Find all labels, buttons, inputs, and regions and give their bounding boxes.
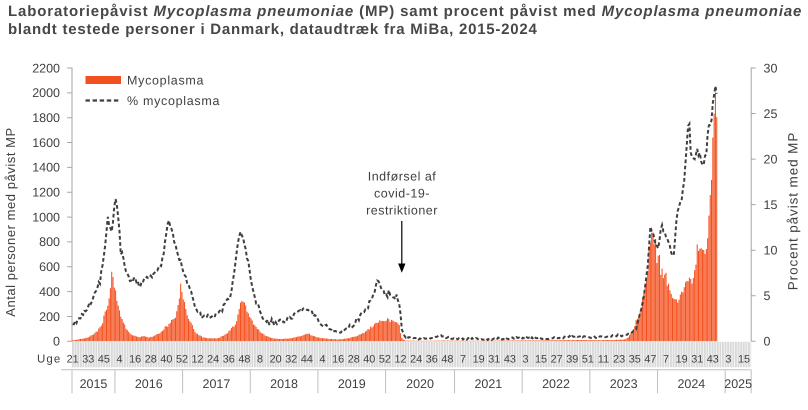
svg-text:16: 16 <box>129 354 141 366</box>
svg-text:800: 800 <box>39 235 60 249</box>
svg-text:2200: 2200 <box>32 61 60 75</box>
svg-text:Laboratoriepåvist Mycoplasma p: Laboratoriepåvist Mycoplasma pneumoniae … <box>8 3 802 20</box>
svg-text:2016: 2016 <box>135 377 163 391</box>
svg-text:8: 8 <box>257 354 263 366</box>
svg-text:24: 24 <box>410 354 422 366</box>
svg-text:7: 7 <box>663 354 669 366</box>
svg-text:2021: 2021 <box>474 377 502 391</box>
svg-text:35: 35 <box>629 354 641 366</box>
svg-text:2020: 2020 <box>406 377 434 391</box>
svg-text:2024: 2024 <box>677 377 705 391</box>
svg-text:31: 31 <box>691 354 703 366</box>
svg-text:Indførsel af: Indførsel af <box>368 170 437 184</box>
svg-text:12: 12 <box>395 354 407 366</box>
svg-text:2023: 2023 <box>610 377 638 391</box>
svg-text:36: 36 <box>223 354 235 366</box>
svg-text:44: 44 <box>301 354 313 366</box>
svg-text:23: 23 <box>613 354 625 366</box>
svg-text:Mycoplasma: Mycoplasma <box>127 74 204 88</box>
svg-text:48: 48 <box>441 354 453 366</box>
svg-text:2015: 2015 <box>80 377 108 391</box>
svg-text:25: 25 <box>764 107 778 121</box>
svg-text:restriktioner: restriktioner <box>366 204 438 218</box>
svg-text:24: 24 <box>207 354 219 366</box>
svg-text:32: 32 <box>285 354 297 366</box>
svg-text:20: 20 <box>270 354 282 366</box>
svg-text:36: 36 <box>426 354 438 366</box>
svg-text:200: 200 <box>39 310 60 324</box>
svg-text:33: 33 <box>82 354 94 366</box>
svg-text:1800: 1800 <box>32 111 60 125</box>
svg-text:30: 30 <box>764 61 778 75</box>
svg-text:52: 52 <box>379 354 391 366</box>
svg-text:1200: 1200 <box>32 186 60 200</box>
svg-text:Uge: Uge <box>37 354 61 366</box>
svg-text:39: 39 <box>566 354 578 366</box>
svg-text:600: 600 <box>39 260 60 274</box>
svg-text:7: 7 <box>460 354 466 366</box>
svg-text:15: 15 <box>738 354 750 366</box>
svg-text:3: 3 <box>725 354 731 366</box>
svg-text:1600: 1600 <box>32 136 60 150</box>
svg-text:2022: 2022 <box>542 377 570 391</box>
svg-text:19: 19 <box>676 354 688 366</box>
svg-text:43: 43 <box>504 354 516 366</box>
svg-text:0: 0 <box>764 335 771 349</box>
svg-text:5: 5 <box>764 289 771 303</box>
svg-text:11: 11 <box>598 354 609 366</box>
svg-text:0: 0 <box>53 335 60 349</box>
svg-text:1000: 1000 <box>32 210 60 224</box>
svg-text:2018: 2018 <box>270 377 298 391</box>
svg-text:48: 48 <box>238 354 250 366</box>
svg-text:400: 400 <box>39 285 60 299</box>
svg-text:40: 40 <box>363 354 375 366</box>
svg-text:21: 21 <box>67 354 79 366</box>
svg-text:covid-19-: covid-19- <box>374 186 430 200</box>
svg-text:4: 4 <box>319 354 325 366</box>
svg-text:15: 15 <box>535 354 547 366</box>
svg-text:Procent påvist med MP: Procent påvist med MP <box>786 132 801 290</box>
svg-text:Antal personer med påvist MP: Antal personer med påvist MP <box>3 127 18 317</box>
svg-text:15: 15 <box>764 198 778 212</box>
svg-text:blandt testede personer i Danm: blandt testede personer i Danmark, datau… <box>8 21 538 38</box>
svg-text:2025: 2025 <box>724 377 752 391</box>
svg-text:2017: 2017 <box>203 377 231 391</box>
svg-text:43: 43 <box>707 354 719 366</box>
svg-text:52: 52 <box>176 354 188 366</box>
svg-text:47: 47 <box>644 354 656 366</box>
svg-text:16: 16 <box>332 354 344 366</box>
svg-text:12: 12 <box>192 354 204 366</box>
svg-text:45: 45 <box>98 354 110 366</box>
svg-text:2019: 2019 <box>338 377 366 391</box>
svg-text:28: 28 <box>145 354 157 366</box>
svg-text:1400: 1400 <box>32 161 60 175</box>
svg-text:2000: 2000 <box>32 86 60 100</box>
svg-text:31: 31 <box>488 354 500 366</box>
svg-text:51: 51 <box>582 354 594 366</box>
svg-text:19: 19 <box>473 354 485 366</box>
svg-text:3: 3 <box>522 354 528 366</box>
svg-text:28: 28 <box>348 354 360 366</box>
svg-text:10: 10 <box>764 244 778 258</box>
svg-text:27: 27 <box>551 354 563 366</box>
svg-text:40: 40 <box>160 354 172 366</box>
svg-text:4: 4 <box>116 354 122 366</box>
svg-text:20: 20 <box>764 152 778 166</box>
svg-text:% mycoplasma: % mycoplasma <box>127 94 220 108</box>
